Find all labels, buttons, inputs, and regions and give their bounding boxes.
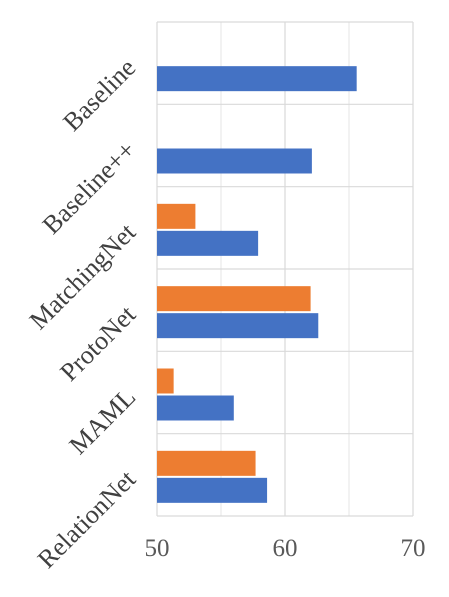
x-tick-labels: 50 60 70 bbox=[145, 535, 426, 562]
category-label: ProtoNet bbox=[54, 299, 141, 386]
bar-blue-baseline bbox=[157, 66, 357, 92]
category-label: Baseline bbox=[57, 53, 141, 137]
bar-blue-matchingnet bbox=[157, 230, 259, 256]
gridlines bbox=[156, 21, 414, 517]
x-tick-label: 50 bbox=[145, 535, 170, 562]
bar-orange-protonet bbox=[157, 286, 311, 312]
x-tick-label: 60 bbox=[273, 535, 298, 562]
bar-orange-relationnet bbox=[157, 450, 256, 476]
x-tick-label: 70 bbox=[401, 535, 426, 562]
bar-blue-protonet bbox=[157, 313, 319, 339]
bars bbox=[157, 66, 357, 503]
bar-orange-maml bbox=[157, 368, 174, 394]
category-labels: BaselineBaseline++MatchingNetProtoNetMAM… bbox=[24, 53, 142, 574]
bar-blue-baseline- bbox=[157, 148, 312, 174]
bar-blue-relationnet bbox=[157, 477, 268, 503]
bar-blue-maml bbox=[157, 395, 234, 421]
category-label: RelationNet bbox=[32, 464, 142, 574]
category-label: MAML bbox=[64, 382, 142, 460]
bar-orange-matchingnet bbox=[157, 203, 196, 229]
